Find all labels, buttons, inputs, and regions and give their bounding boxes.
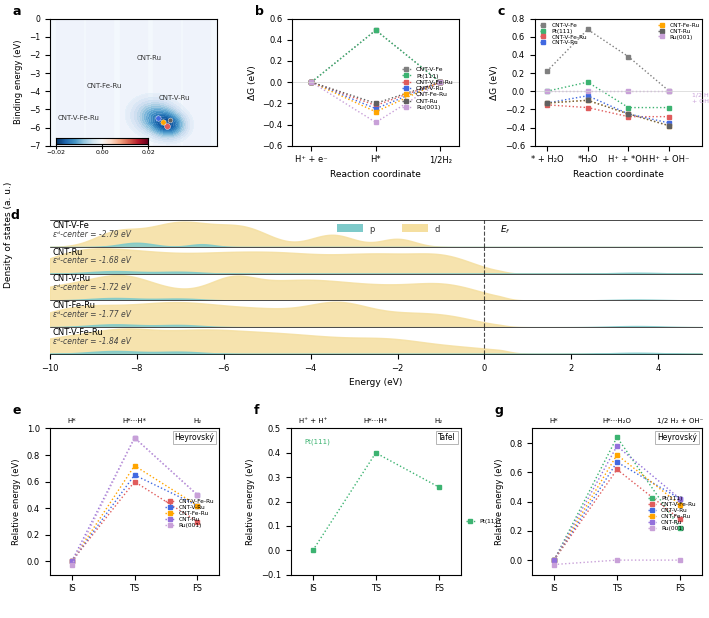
Bar: [184, 19, 210, 146]
Y-axis label: ΔG (eV): ΔG (eV): [490, 65, 499, 99]
Legend: CNT-V-Fe-Ru, CNT-V-Ru, CNT-Fe-Ru, CNT-Ru, Ru(001): CNT-V-Fe-Ru, CNT-V-Ru, CNT-Fe-Ru, CNT-Ru…: [163, 496, 216, 530]
Text: H*···H₂O: H*···H₂O: [603, 418, 632, 424]
Y-axis label: Relative energy (eV): Relative energy (eV): [12, 459, 21, 545]
Text: CNT-Fe-Ru: CNT-Fe-Ru: [86, 83, 122, 88]
Text: f: f: [254, 404, 259, 417]
Y-axis label: ΔG (eV): ΔG (eV): [247, 65, 257, 99]
Text: 1/2 H₂ + OH⁻: 1/2 H₂ + OH⁻: [657, 418, 703, 424]
Text: εᵈ-center = -1.84 eV: εᵈ-center = -1.84 eV: [53, 337, 131, 345]
Text: εᵈ-center = -1.68 eV: εᵈ-center = -1.68 eV: [53, 256, 131, 265]
Text: $E_f$: $E_f$: [500, 223, 510, 235]
Text: H₂: H₂: [194, 418, 201, 424]
X-axis label: Reaction coordinate: Reaction coordinate: [573, 170, 664, 179]
Bar: [153, 19, 180, 146]
Y-axis label: Relative energy (eV): Relative energy (eV): [494, 459, 503, 545]
Bar: [86, 19, 113, 146]
Text: CNT-V-Ru: CNT-V-Ru: [158, 95, 190, 101]
Point: [161, 121, 172, 130]
Text: Density of states (a. u.): Density of states (a. u.): [4, 182, 13, 288]
Text: H⁺ + H⁺: H⁺ + H⁺: [298, 418, 327, 424]
Text: CNT-V-Fe-Ru: CNT-V-Fe-Ru: [53, 328, 104, 337]
Text: Heyrovský: Heyrovský: [657, 433, 697, 442]
Text: CNT-Ru: CNT-Ru: [137, 56, 162, 61]
Bar: [120, 19, 147, 146]
Legend: CNT-V-Fe, Pt(111), CNT-V-Fe-Ru, CNT-V-Ru, CNT-Fe-Ru, CNT-Ru, Ru(001): CNT-V-Fe, Pt(111), CNT-V-Fe-Ru, CNT-V-Ru…: [399, 64, 457, 112]
Text: d: d: [11, 209, 19, 222]
Text: CNT-Fe-Ru: CNT-Fe-Ru: [53, 301, 96, 310]
Point: [152, 114, 164, 124]
Text: Heyrovský: Heyrovský: [174, 433, 214, 442]
Text: b: b: [255, 5, 264, 18]
Legend: Pt(111): Pt(111): [464, 516, 503, 526]
Text: εᵈ-center = -1.77 eV: εᵈ-center = -1.77 eV: [53, 310, 131, 319]
Legend: CNT-Fe-Ru, CNT-Ru, Ru(001): CNT-Fe-Ru, CNT-Ru, Ru(001): [656, 20, 703, 42]
Text: H*···H*: H*···H*: [123, 418, 147, 424]
Text: c: c: [498, 5, 506, 18]
X-axis label: Reaction coordinate: Reaction coordinate: [330, 170, 421, 179]
X-axis label: Energy (eV): Energy (eV): [349, 378, 403, 387]
Bar: [337, 224, 363, 232]
Text: H*: H*: [549, 418, 559, 424]
Text: εᵈ-center = -2.79 eV: εᵈ-center = -2.79 eV: [53, 230, 131, 239]
Text: e: e: [12, 404, 21, 417]
Text: H₂: H₂: [435, 418, 442, 424]
Legend: Pt(111), CNT-V-Fe-Ru, CNT-V-Ru, CNT-Fe-Ru, CNT-Ru, Ru(001): Pt(111), CNT-V-Fe-Ru, CNT-V-Ru, CNT-Fe-R…: [645, 494, 699, 533]
Text: a: a: [13, 5, 21, 18]
Y-axis label: Binding energy (eV): Binding energy (eV): [14, 40, 23, 124]
Y-axis label: Relative energy (eV): Relative energy (eV): [247, 459, 255, 545]
Text: H*: H*: [67, 418, 76, 424]
Text: p: p: [369, 225, 374, 234]
Text: CNT-V-Fe: CNT-V-Fe: [53, 221, 90, 230]
Text: εᵈ-center = -1.72 eV: εᵈ-center = -1.72 eV: [53, 283, 131, 292]
Text: CNT-V-Ru: CNT-V-Ru: [53, 274, 91, 283]
Text: CNT-Ru: CNT-Ru: [53, 248, 83, 256]
Text: d: d: [435, 225, 440, 234]
Text: 1/2 H₂
+ OH⁻: 1/2 H₂ + OH⁻: [692, 93, 709, 104]
Point: [157, 117, 169, 127]
Text: Tafel: Tafel: [438, 433, 456, 442]
Bar: [402, 224, 428, 232]
Point: [164, 116, 176, 125]
Text: H*···H*: H*···H*: [364, 418, 388, 424]
Text: Pt(111): Pt(111): [304, 438, 330, 444]
Text: CNT-V-Fe-Ru: CNT-V-Fe-Ru: [58, 116, 100, 121]
Bar: [56, 19, 83, 146]
Text: g: g: [495, 404, 503, 417]
